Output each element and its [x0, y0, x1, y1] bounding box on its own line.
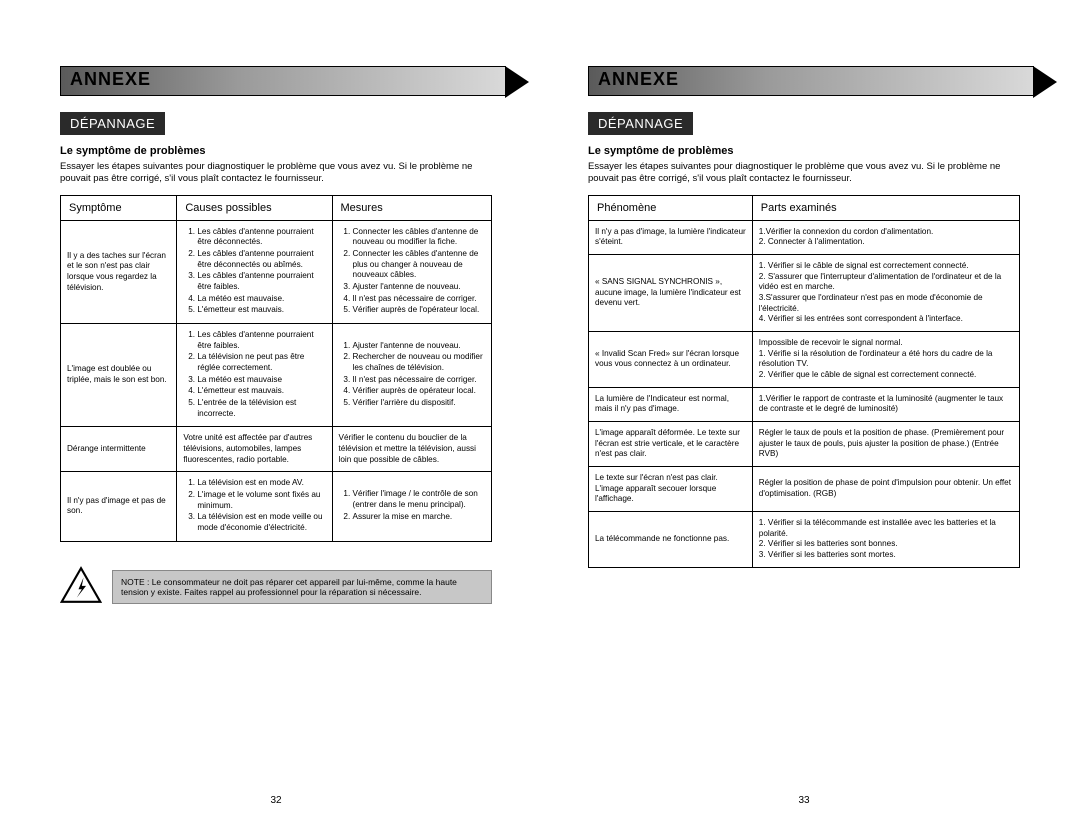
table-row: La télécommande ne fonctionne pas.1. Vér…: [589, 511, 1020, 567]
cell-symptom: Il y a des taches sur l'écran et le son …: [61, 220, 177, 323]
cell-parts: Impossible de recevoir le signal normal.…: [752, 332, 1019, 388]
cell-parts: Régler la position de phase de point d'i…: [752, 466, 1019, 511]
page-number-left: 32: [60, 795, 492, 806]
th-measures: Mesures: [332, 195, 491, 220]
th-parts: Parts examinés: [752, 195, 1019, 220]
table-row: Dérange intermittenteVotre unité est aff…: [61, 427, 492, 472]
cell-symptom: Dérange intermittente: [61, 427, 177, 472]
cell-measures: Vérifier l'image / le contrôle de son (e…: [332, 472, 491, 541]
table-row: « Invalid Scan Fred» sur l'écran lorsque…: [589, 332, 1020, 388]
cell-phenomenon: La télécommande ne fonctionne pas.: [589, 511, 753, 567]
section-title-right: Le symptôme de problèmes: [588, 145, 1020, 157]
troubleshoot-table-left: Symptôme Causes possibles Mesures Il y a…: [60, 195, 492, 542]
cell-phenomenon: L'image apparaît déformée. Le texte sur …: [589, 421, 753, 466]
table-row: Il y a des taches sur l'écran et le son …: [61, 220, 492, 323]
sub-banner-left: DÉPANNAGE: [60, 112, 165, 135]
table-row: Il n'y a pas d'image, la lumière l'indic…: [589, 220, 1020, 254]
th-causes: Causes possibles: [177, 195, 332, 220]
banner-title: ANNEXE: [70, 69, 151, 90]
table-row: « SANS SIGNAL SYNCHRONIS », aucune image…: [589, 255, 1020, 332]
cell-parts: Régler le taux de pouls et la position d…: [752, 421, 1019, 466]
table-row: L'image est doublée ou triplée, mais le …: [61, 324, 492, 427]
th-phenomenon: Phénomène: [589, 195, 753, 220]
cell-parts: 1. Vérifier si la télécommande est insta…: [752, 511, 1019, 567]
warning-icon: [60, 566, 102, 609]
cell-phenomenon: « SANS SIGNAL SYNCHRONIS », aucune image…: [589, 255, 753, 332]
warning-row: NOTE : Le consommateur ne doit pas répar…: [60, 566, 492, 609]
cell-parts: 1. Vérifier si le câble de signal est co…: [752, 255, 1019, 332]
cell-parts: 1.Vérifier le rapport de contraste et la…: [752, 387, 1019, 421]
intro-right: Essayer les étapes suivantes pour diagno…: [588, 161, 1020, 185]
page-spread: ANNEXE DÉPANNAGE Le symptôme de problème…: [0, 0, 1080, 834]
table-row: Le texte sur l'écran n'est pas clair. L'…: [589, 466, 1020, 511]
page-number-right: 33: [588, 795, 1020, 806]
table-row: La lumière de l'Indicateur est normal, m…: [589, 387, 1020, 421]
banner-title: ANNEXE: [598, 69, 679, 90]
cell-phenomenon: « Invalid Scan Fred» sur l'écran lorsque…: [589, 332, 753, 388]
cell-causes: Les câbles d'antenne pourraient être déc…: [177, 220, 332, 323]
cell-phenomenon: Le texte sur l'écran n'est pas clair. L'…: [589, 466, 753, 511]
th-symptom: Symptôme: [61, 195, 177, 220]
cell-phenomenon: La lumière de l'Indicateur est normal, m…: [589, 387, 753, 421]
cell-causes: La télévision est en mode AV.L'image et …: [177, 472, 332, 541]
banner-left: ANNEXE: [60, 66, 492, 98]
intro-left: Essayer les étapes suivantes pour diagno…: [60, 161, 492, 185]
troubleshoot-table-right: Phénomène Parts examinés Il n'y a pas d'…: [588, 195, 1020, 568]
page-right: ANNEXE DÉPANNAGE Le symptôme de problème…: [540, 0, 1080, 834]
cell-symptom: L'image est doublée ou triplée, mais le …: [61, 324, 177, 427]
table-row: L'image apparaît déformée. Le texte sur …: [589, 421, 1020, 466]
warning-note: NOTE : Le consommateur ne doit pas répar…: [112, 570, 492, 604]
banner-right: ANNEXE: [588, 66, 1020, 98]
cell-causes: Les câbles d'antenne pourraient être fai…: [177, 324, 332, 427]
cell-parts: 1.Vérifier la connexion du cordon d'alim…: [752, 220, 1019, 254]
cell-measures: Connecter les câbles d'antenne de nouvea…: [332, 220, 491, 323]
sub-banner-right: DÉPANNAGE: [588, 112, 693, 135]
cell-phenomenon: Il n'y a pas d'image, la lumière l'indic…: [589, 220, 753, 254]
page-left: ANNEXE DÉPANNAGE Le symptôme de problème…: [0, 0, 540, 834]
cell-measures: Vérifier le contenu du bouclier de la té…: [332, 427, 491, 472]
table-row: Il n'y pas d'image et pas de son.La télé…: [61, 472, 492, 541]
cell-causes: Votre unité est affectée par d'autres té…: [177, 427, 332, 472]
cell-symptom: Il n'y pas d'image et pas de son.: [61, 472, 177, 541]
section-title-left: Le symptôme de problèmes: [60, 145, 492, 157]
cell-measures: Ajuster l'antenne de nouveau.Rechercher …: [332, 324, 491, 427]
